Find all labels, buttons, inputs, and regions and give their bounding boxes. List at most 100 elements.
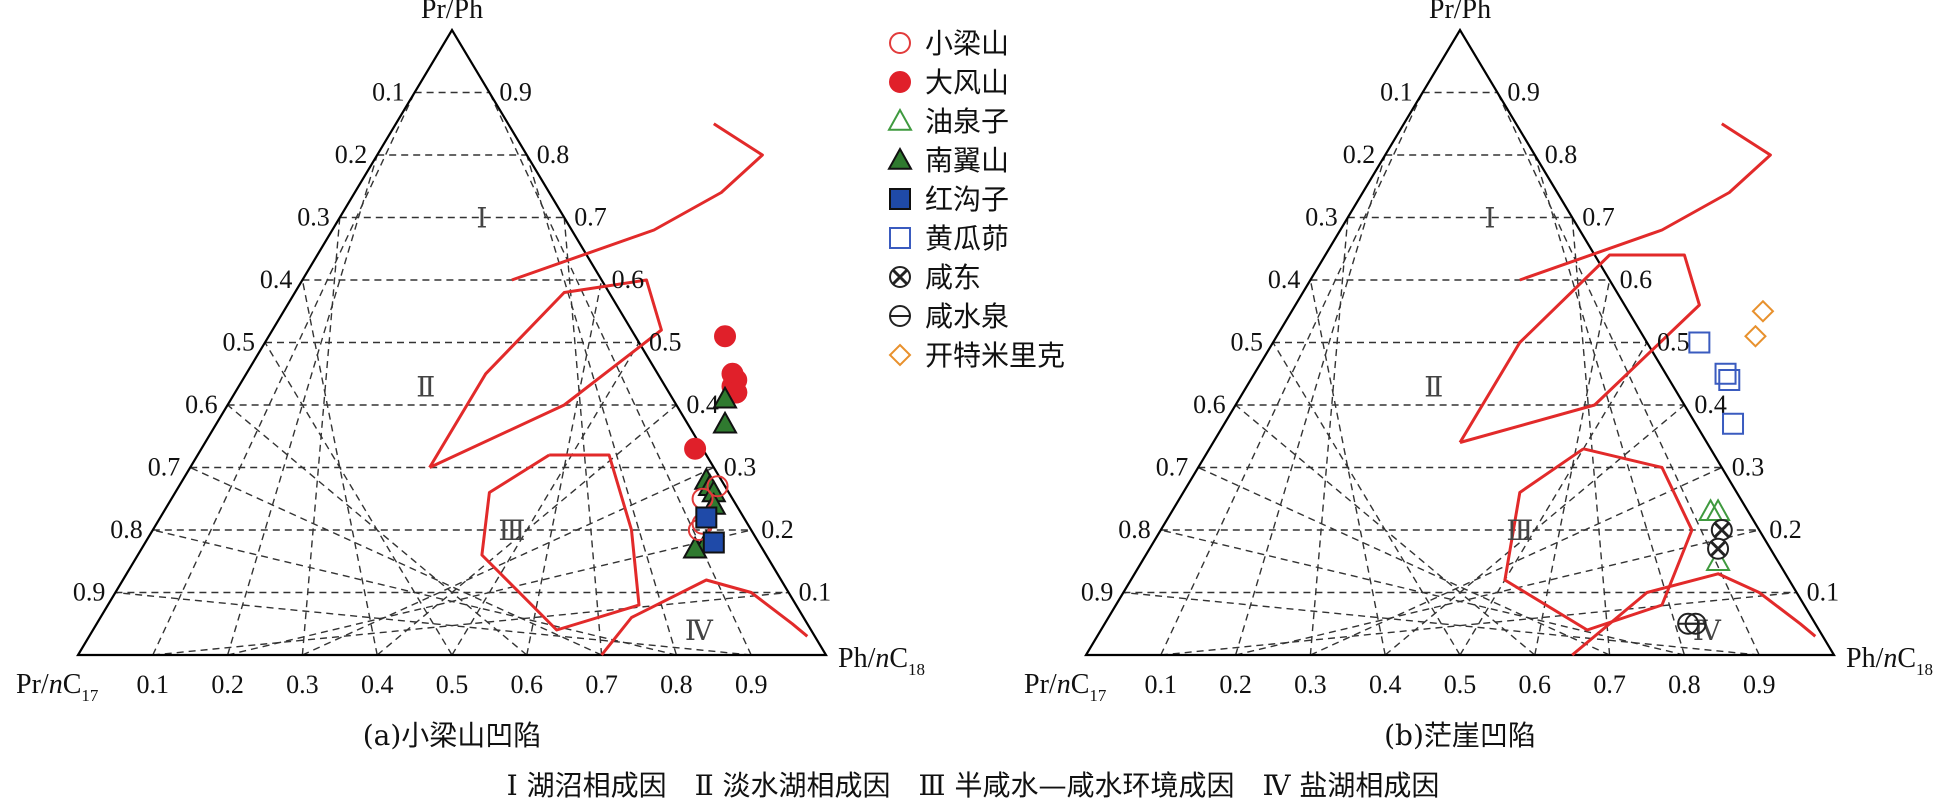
right-axis-tick: 0.8 bbox=[537, 140, 570, 169]
data-point bbox=[684, 437, 707, 460]
region-label: Ⅱ bbox=[416, 372, 435, 403]
region-boundary-3 bbox=[1503, 447, 1694, 632]
panel-b: 0.1 0.2 0.3 0.4 0.5 0.6 0.7 0.8 0.9 0.9 0.8 0.7 0.6 0… bbox=[1024, 0, 1933, 752]
bottom-axis-tick: 0.1 bbox=[1145, 670, 1178, 699]
ternary-frame bbox=[76, 27, 828, 657]
region-label: Ⅲ bbox=[498, 516, 525, 547]
ternary-grid bbox=[1123, 91, 1797, 656]
legend-label: 南翼山 bbox=[925, 144, 1009, 177]
left-axis-tick: 0.6 bbox=[1193, 390, 1226, 419]
left-axis-tick: 0.7 bbox=[1156, 453, 1189, 482]
legend-label: 咸东 bbox=[925, 261, 981, 294]
right-axis-tick: 0.9 bbox=[499, 78, 532, 107]
series-开特米里克 bbox=[1744, 299, 1775, 348]
right-axis-tick: 0.5 bbox=[1657, 328, 1690, 357]
ternary-frame bbox=[1084, 27, 1836, 657]
data-point bbox=[712, 410, 738, 434]
bottom-axis-tick: 0.5 bbox=[1444, 670, 1477, 699]
right-axis-tick: 0.9 bbox=[1507, 78, 1540, 107]
legend-marker bbox=[889, 305, 911, 327]
bottom-axis-tick: 0.2 bbox=[1219, 670, 1252, 699]
left-axis-tick: 0.1 bbox=[372, 78, 405, 107]
region-boundary-1 bbox=[511, 122, 764, 282]
data-point bbox=[1705, 548, 1731, 572]
legend-marker bbox=[889, 32, 911, 54]
right-axis-label-italic: n bbox=[1883, 643, 1897, 674]
legend-label: 开特米里克 bbox=[925, 339, 1065, 372]
left-axis-tick: 0.1 bbox=[1380, 78, 1413, 107]
right-axis-tick: 0.3 bbox=[724, 453, 757, 482]
left-axis-label-sub: 17 bbox=[81, 686, 99, 705]
series-红沟子 bbox=[695, 506, 725, 554]
region-boundary-4 bbox=[1571, 572, 1817, 657]
panel-caption: (b)茫崖凹陷 bbox=[1384, 719, 1536, 752]
series-大风山 bbox=[684, 325, 748, 460]
series-咸水泉 bbox=[1677, 612, 1707, 635]
left-axis-tick: 0.6 bbox=[185, 390, 218, 419]
bottom-axis-tick: 0.4 bbox=[1369, 670, 1402, 699]
left-axis-label-sub: 17 bbox=[1089, 686, 1107, 705]
data-point bbox=[712, 385, 738, 409]
left-axis-label-c: C bbox=[63, 669, 82, 700]
data-point bbox=[1705, 498, 1731, 522]
right-axis-tick: 0.1 bbox=[1807, 578, 1840, 607]
top-axis-label: Pr/Ph bbox=[1429, 0, 1491, 25]
bottom-axis-tick: 0.6 bbox=[511, 670, 544, 699]
right-axis-label-sub: 18 bbox=[908, 660, 925, 679]
data-point bbox=[702, 531, 725, 554]
left-axis-tick: 0.8 bbox=[110, 515, 143, 544]
bottom-axis-tick: 0.7 bbox=[585, 670, 618, 699]
right-axis-tick: 0.6 bbox=[612, 265, 645, 294]
legend-marker bbox=[887, 107, 913, 131]
left-axis-label-italic: n bbox=[49, 669, 63, 700]
data-point bbox=[1722, 412, 1745, 435]
left-axis-tick: 0.2 bbox=[1343, 140, 1376, 169]
right-axis-tick: 0.2 bbox=[1769, 515, 1802, 544]
bottom-axis-tick: 0.8 bbox=[660, 670, 693, 699]
left-axis-tick: 0.9 bbox=[73, 578, 106, 607]
right-axis-label-c: C bbox=[889, 643, 908, 674]
left-axis-tick: 0.5 bbox=[223, 328, 256, 357]
bottom-axis-tick: 0.8 bbox=[1668, 670, 1701, 699]
right-axis-label-c: C bbox=[1897, 643, 1916, 674]
data-point bbox=[706, 475, 729, 498]
legend-label: 大风山 bbox=[925, 66, 1009, 99]
region-boundary-2 bbox=[428, 278, 663, 469]
left-axis-tick: 0.8 bbox=[1118, 515, 1151, 544]
right-axis-tick: 0.6 bbox=[1620, 265, 1653, 294]
bottom-axis-tick: 0.9 bbox=[1743, 670, 1776, 699]
series-黄瓜茆 bbox=[1688, 331, 1745, 435]
ternary-grid bbox=[115, 91, 789, 656]
right-axis-tick: 0.2 bbox=[761, 515, 794, 544]
legend-label: 黄瓜茆 bbox=[925, 222, 1009, 255]
bottom-axis-tick: 0.3 bbox=[1294, 670, 1327, 699]
data-point bbox=[1718, 369, 1741, 391]
legend-marker bbox=[889, 188, 911, 210]
left-axis-tick: 0.5 bbox=[1231, 328, 1264, 357]
right-axis-tick: 0.7 bbox=[1582, 203, 1615, 232]
data-point bbox=[1688, 331, 1711, 354]
data-point bbox=[1714, 362, 1737, 385]
region-label: Ⅱ bbox=[1424, 372, 1443, 403]
left-axis-label-italic: n bbox=[1057, 669, 1071, 700]
series-咸东 bbox=[1707, 519, 1733, 560]
data-point bbox=[714, 325, 737, 348]
left-axis-tick: 0.3 bbox=[297, 203, 330, 232]
data-point bbox=[1697, 498, 1724, 522]
left-axis-label-main: Pr/ bbox=[16, 669, 49, 700]
left-axis-tick: 0.7 bbox=[148, 453, 181, 482]
left-axis-label-c: C bbox=[1071, 669, 1090, 700]
region-label: Ⅰ bbox=[476, 204, 487, 235]
right-axis-tick: 0.4 bbox=[686, 390, 719, 419]
right-axis-tick: 0.7 bbox=[574, 203, 607, 232]
right-axis-tick: 0.1 bbox=[799, 578, 832, 607]
left-axis-label-main: Pr/ bbox=[1024, 669, 1057, 700]
data-point bbox=[1751, 299, 1775, 323]
region-label: Ⅲ bbox=[1506, 516, 1533, 547]
legend-label: 红沟子 bbox=[925, 183, 1009, 216]
legend-marker bbox=[889, 227, 911, 249]
data-point bbox=[682, 535, 708, 559]
bottom-axis-tick: 0.7 bbox=[1593, 670, 1626, 699]
